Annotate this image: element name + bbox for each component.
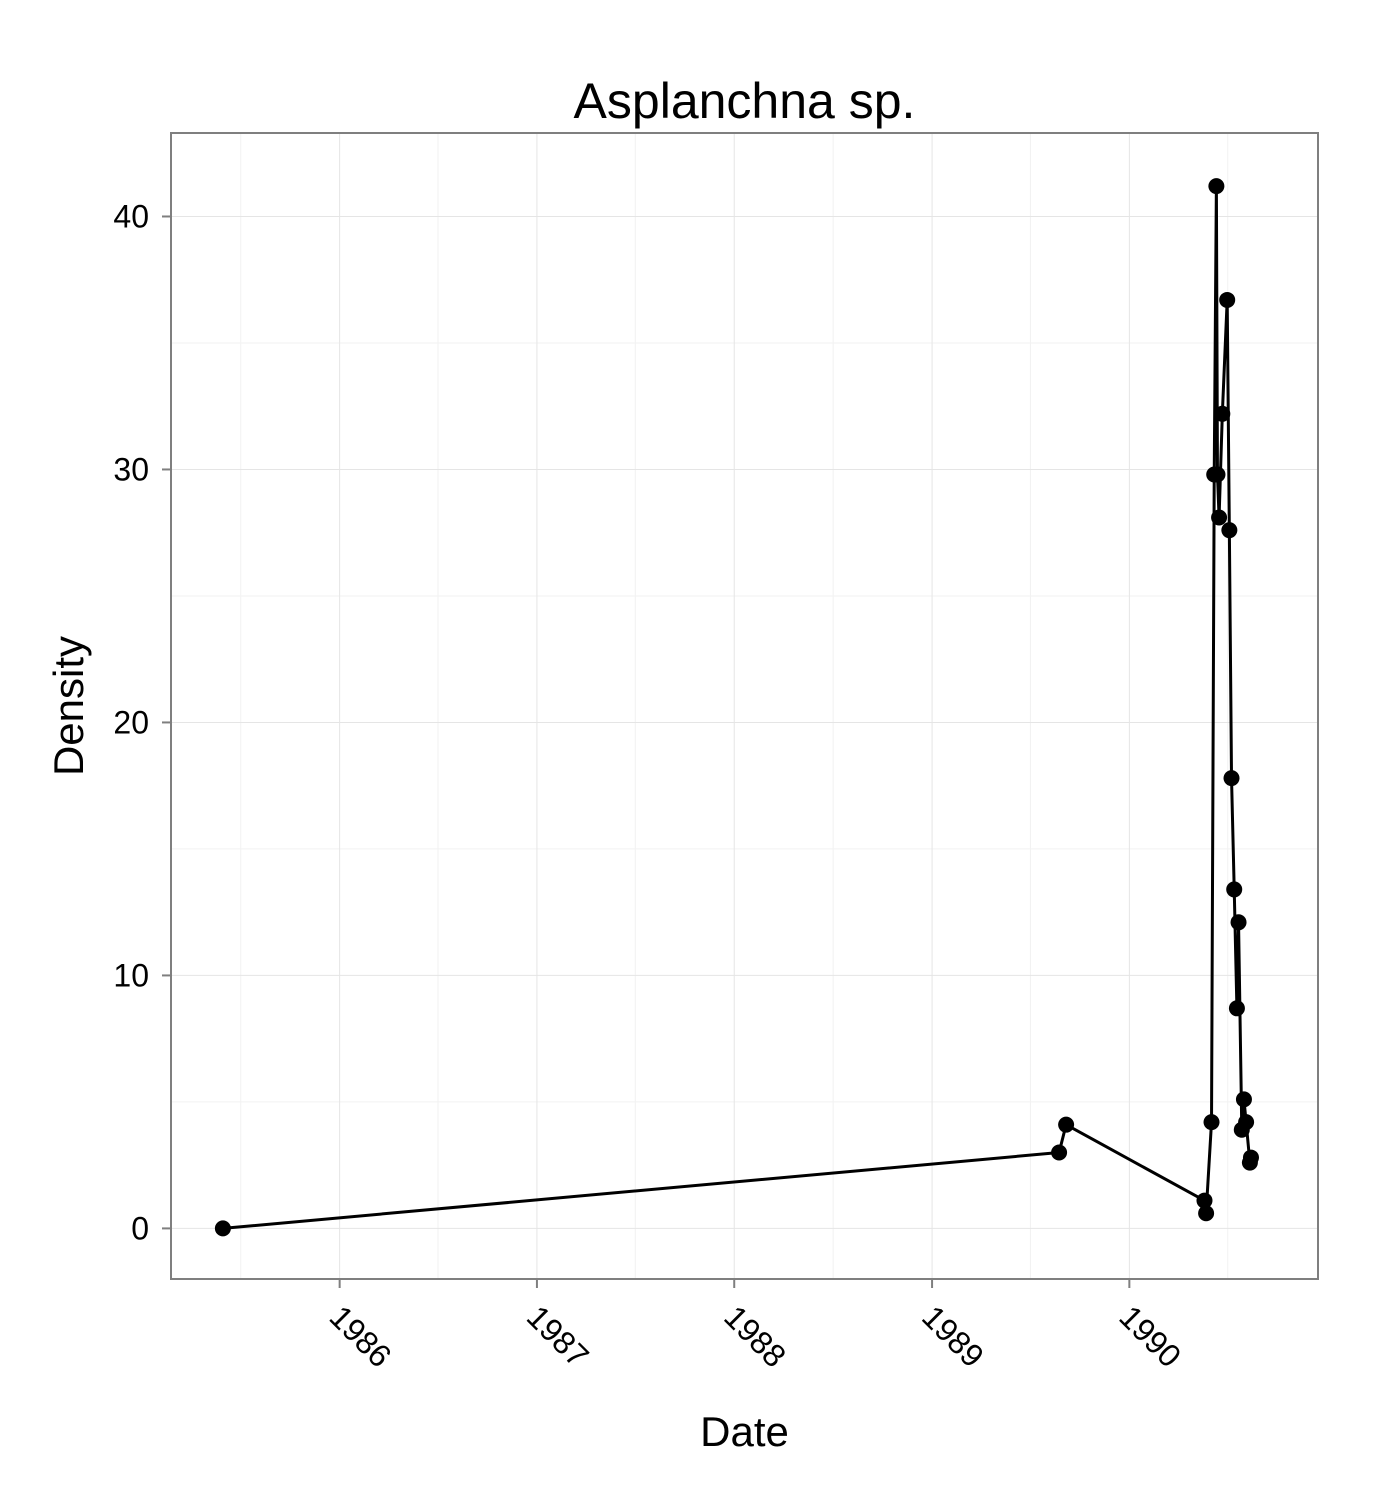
data-point [1228,1000,1245,1017]
y-tick-label: 0 [131,1210,149,1246]
grid-major [171,133,1318,1279]
data-point [1230,914,1247,931]
data-point [1242,1149,1259,1166]
data-point [1226,881,1243,898]
x-tick-label: 1987 [520,1298,596,1374]
data-point [1235,1091,1252,1108]
data-point [214,1220,231,1237]
x-tick-label: 1986 [323,1298,399,1374]
data-point [1058,1116,1075,1133]
data-point [1209,466,1226,483]
data-point [1238,1114,1255,1131]
data-point [1196,1192,1213,1209]
y-tick-label: 10 [113,957,149,993]
series-layer [214,178,1259,1237]
data-point [1198,1205,1215,1222]
x-tick-label: 1989 [915,1298,991,1374]
data-point [1219,291,1236,308]
data-point [1214,405,1231,422]
x-tick-label: 1990 [1112,1298,1188,1374]
y-tick-label: 20 [113,704,149,740]
data-point [1223,770,1240,787]
plot-border [170,132,1319,1280]
y-axis-title: Density [45,636,92,776]
chart-title: Asplanchna sp. [574,73,916,129]
data-point [1211,509,1228,526]
y-tick-label: 30 [113,451,149,487]
y-axis: 0 10 20 30 40 [113,198,171,1246]
x-axis: 1986 1987 1988 1989 1990 [323,1279,1188,1374]
data-point [1208,178,1225,195]
data-point [1221,522,1238,539]
data-point [1051,1144,1068,1161]
plot-panel [171,133,1318,1279]
y-tick-label: 40 [113,198,149,234]
data-point [1203,1114,1220,1131]
x-axis-title: Date [700,1408,789,1455]
x-tick-label: 1988 [717,1298,793,1374]
